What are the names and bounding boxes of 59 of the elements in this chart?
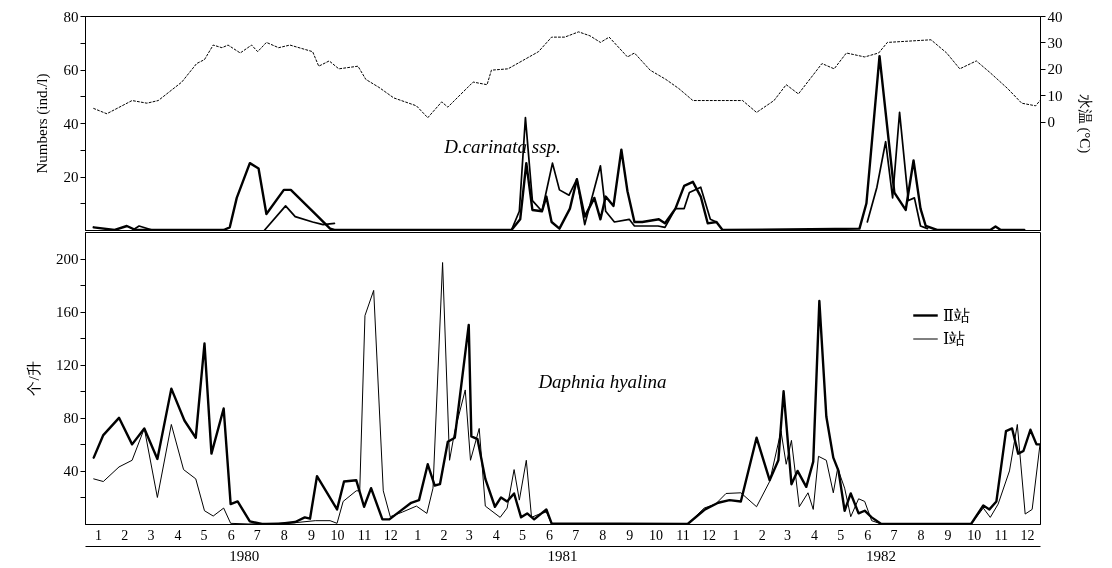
y-tick-label: 120 [56,357,79,374]
y-tick-label: 200 [56,251,79,268]
y2-tick-label: 10 [1047,87,1063,104]
x-tick-label: 8 [280,527,288,543]
x-tick-label: 6 [864,527,872,543]
x-tick-label: 7 [253,527,261,543]
x-tick-label: 8 [599,527,607,543]
x2-tick-label: 1980 [229,547,260,564]
x-tick-label: 3 [147,527,155,543]
x-tick-label: 4 [492,527,500,543]
x-tick-label: 5 [837,527,845,543]
x2-tick-label: 1982 [865,547,896,564]
y-tick-label: 160 [56,304,79,321]
x-tick-label: 3 [784,527,792,543]
y-tick-label: 40 [63,463,79,480]
x-tick-label: 2 [121,527,129,543]
y2-tick-label: 0 [1047,114,1055,131]
y-axis-title: 个/升 [26,361,42,396]
legend-label: Ⅰ站 [943,330,966,347]
y-tick-label: 20 [63,169,79,185]
x-tick-label: 1 [95,527,103,543]
x-tick-label: 7 [890,527,898,543]
x-tick-label: 11 [676,527,690,543]
y-tick-label: 40 [63,115,79,132]
y-tick-label: 80 [63,8,79,25]
x-tick-label: 8 [917,527,925,543]
x-tick-label: 5 [200,527,208,543]
x-tick-label: 9 [944,527,952,543]
x2-tick-label: 1981 [547,547,578,564]
x-tick-label: 11 [357,527,372,543]
x-tick-label: 4 [174,527,182,543]
x-tick-label: 5 [518,527,526,543]
x-tick-label: 9 [626,527,634,543]
x-tick-label: 11 [994,527,1008,543]
x-tick-label: 10 [967,527,982,543]
x-tick-label: 2 [440,527,448,543]
x-tick-label: 1 [414,527,422,543]
y-tick-label: 60 [63,62,79,78]
y-tick-label: 80 [63,410,79,427]
y2-axis-title: 水温 (°C) [1075,93,1093,154]
x-tick-label: 6 [227,527,235,543]
x-tick-label: 6 [545,527,553,543]
x-tick-label: 1 [732,527,740,543]
x-tick-label: 3 [465,527,473,543]
x-tick-label: 7 [572,527,580,543]
x-tick-label: 9 [307,527,315,543]
x-tick-label: 2 [758,527,766,543]
x-tick-label: 10 [648,527,663,543]
x-tick-label: 12 [383,527,398,543]
y-axis-title: Numbers (ind./l) [33,73,51,174]
x-tick-label: 12 [702,527,717,543]
y2-tick-label: 30 [1047,34,1063,51]
y2-tick-label: 20 [1047,61,1063,78]
x-tick-label: 10 [330,527,345,543]
x-tick-label: 4 [811,527,819,543]
y2-tick-label: 40 [1047,8,1063,25]
legend-label: Ⅱ站 [943,306,970,324]
text: Daphnia hyalina [537,371,667,392]
x-tick-label: 12 [1020,527,1035,543]
